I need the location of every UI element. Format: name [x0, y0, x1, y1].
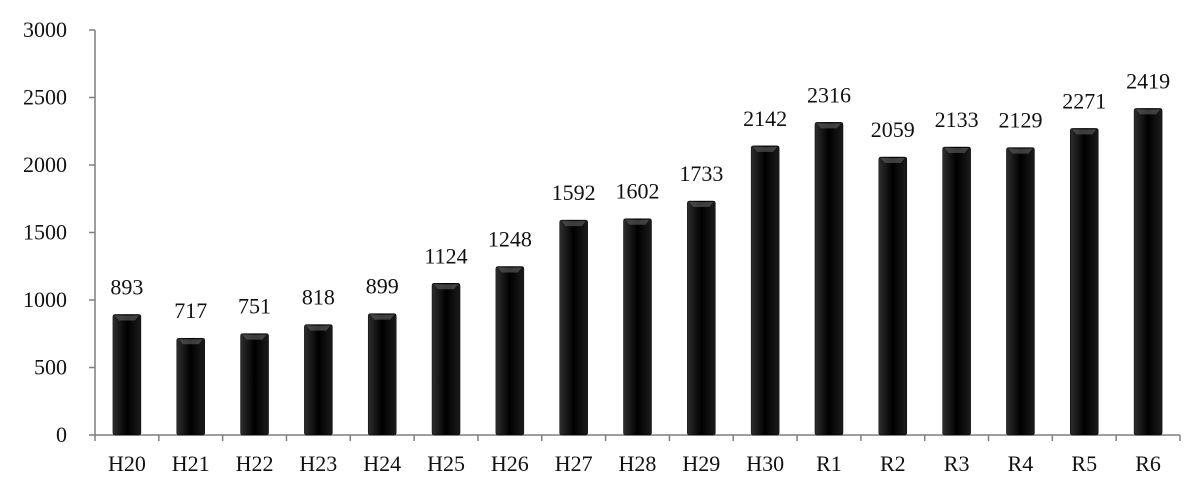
bar — [176, 337, 205, 436]
x-tick-label: R4 — [1008, 451, 1034, 476]
bar-body — [750, 145, 780, 436]
x-tick-label: H29 — [682, 451, 720, 476]
bar-bevel — [1008, 148, 1033, 154]
y-tick-label: 500 — [34, 355, 67, 380]
bar — [942, 146, 971, 436]
x-tick-label: R5 — [1071, 451, 1097, 476]
y-tick-label: 1500 — [23, 220, 67, 245]
bar-value-label: 751 — [238, 294, 271, 319]
bar — [814, 122, 844, 436]
bar-bevel — [114, 315, 139, 321]
y-axis: 0 500 1000 1500 2000 2500 3000 — [23, 17, 96, 447]
bar-value-label: 2142 — [743, 106, 787, 131]
x-tick-label: H21 — [172, 451, 210, 476]
bar-bevel — [306, 325, 331, 331]
bar — [240, 333, 269, 436]
bar — [1006, 147, 1035, 436]
bar-bevel — [880, 158, 905, 164]
bar-value-label: 2133 — [935, 107, 979, 132]
bar-body — [814, 122, 844, 436]
bar-bevel — [434, 284, 459, 290]
bar — [112, 314, 142, 436]
x-tick-label: H24 — [363, 451, 401, 476]
x-tick-label: H25 — [427, 451, 465, 476]
bar-value-label: 1124 — [424, 243, 467, 268]
bar-body — [367, 313, 397, 436]
x-tick-label: H22 — [236, 451, 274, 476]
bar-value-label: 2419 — [1126, 68, 1170, 93]
bar-body — [1070, 128, 1099, 436]
x-tick-label: R3 — [944, 451, 970, 476]
bar — [431, 283, 461, 436]
bar-bevel — [753, 146, 778, 152]
x-tick-label: H27 — [555, 451, 593, 476]
bar-body — [942, 146, 971, 436]
bar-body — [112, 314, 142, 436]
x-tick-label: R2 — [880, 451, 906, 476]
bar-body — [431, 283, 461, 436]
x-tick-label: H28 — [619, 451, 657, 476]
bar-value-label: 1602 — [616, 179, 660, 204]
bar — [750, 145, 780, 436]
bar-body — [240, 333, 269, 436]
bar-body — [176, 337, 205, 436]
bar — [367, 313, 397, 436]
bar — [495, 266, 525, 436]
bar-value-label: 1592 — [552, 180, 596, 205]
bar-bevel — [178, 339, 203, 345]
bar-body — [1133, 108, 1163, 436]
bar-body — [304, 324, 333, 436]
x-axis: H20 H21 H22 H23 H24 H25 H26 H27 H28 H29 H30 R1 R2 R3 R… — [94, 434, 1181, 476]
bar-value-label: 1248 — [488, 227, 532, 252]
bar-bevel — [1136, 109, 1161, 115]
bar-bevel — [944, 148, 969, 154]
x-tick-label: H23 — [299, 451, 337, 476]
bar — [623, 218, 652, 436]
bar-body — [559, 219, 588, 436]
bar — [559, 219, 588, 436]
bar-value-label: 717 — [174, 298, 207, 323]
bar — [1133, 108, 1163, 436]
y-tick-label: 3000 — [23, 17, 67, 42]
bar-value-label: 2271 — [1062, 88, 1106, 113]
y-tick-label: 0 — [56, 422, 67, 447]
bar-body — [878, 156, 908, 436]
x-tick-label: H30 — [746, 451, 784, 476]
bar-bevel — [1072, 129, 1097, 135]
bar-body — [1006, 147, 1035, 436]
y-tick-label: 1000 — [23, 287, 67, 312]
bar — [304, 324, 333, 436]
bar-value-label: 818 — [302, 285, 335, 310]
x-tick-label: H20 — [108, 451, 146, 476]
bar-bevel — [497, 267, 522, 273]
bar-bevel — [689, 202, 714, 208]
bar-bevel — [625, 219, 650, 225]
bar-value-label: 2129 — [998, 108, 1042, 133]
bar-value-label: 893 — [110, 274, 143, 299]
bar-bevel — [561, 221, 586, 227]
data-labels: 893 717 751 818 899 1124 1248 1592 1602 1733 2142 2… — [110, 68, 1170, 323]
y-tick-label: 2000 — [23, 152, 67, 177]
bar-body — [495, 266, 525, 436]
bar — [1070, 128, 1099, 436]
bar-body — [687, 200, 716, 436]
bar-value-label: 1733 — [679, 161, 723, 186]
bar-bevel — [370, 314, 395, 320]
bar-series — [112, 108, 1163, 436]
bar-value-label: 899 — [366, 274, 399, 299]
x-tick-label: H26 — [491, 451, 529, 476]
bar-bevel — [242, 334, 267, 340]
bar-bevel — [816, 123, 841, 129]
bar-body — [623, 218, 652, 436]
x-tick-label: R1 — [816, 451, 842, 476]
bar — [687, 200, 716, 436]
bar-value-label: 2316 — [807, 82, 851, 107]
bar — [878, 156, 908, 436]
x-tick-label: R6 — [1135, 451, 1161, 476]
bar-value-label: 2059 — [871, 117, 915, 142]
y-tick-label: 2500 — [23, 85, 67, 110]
